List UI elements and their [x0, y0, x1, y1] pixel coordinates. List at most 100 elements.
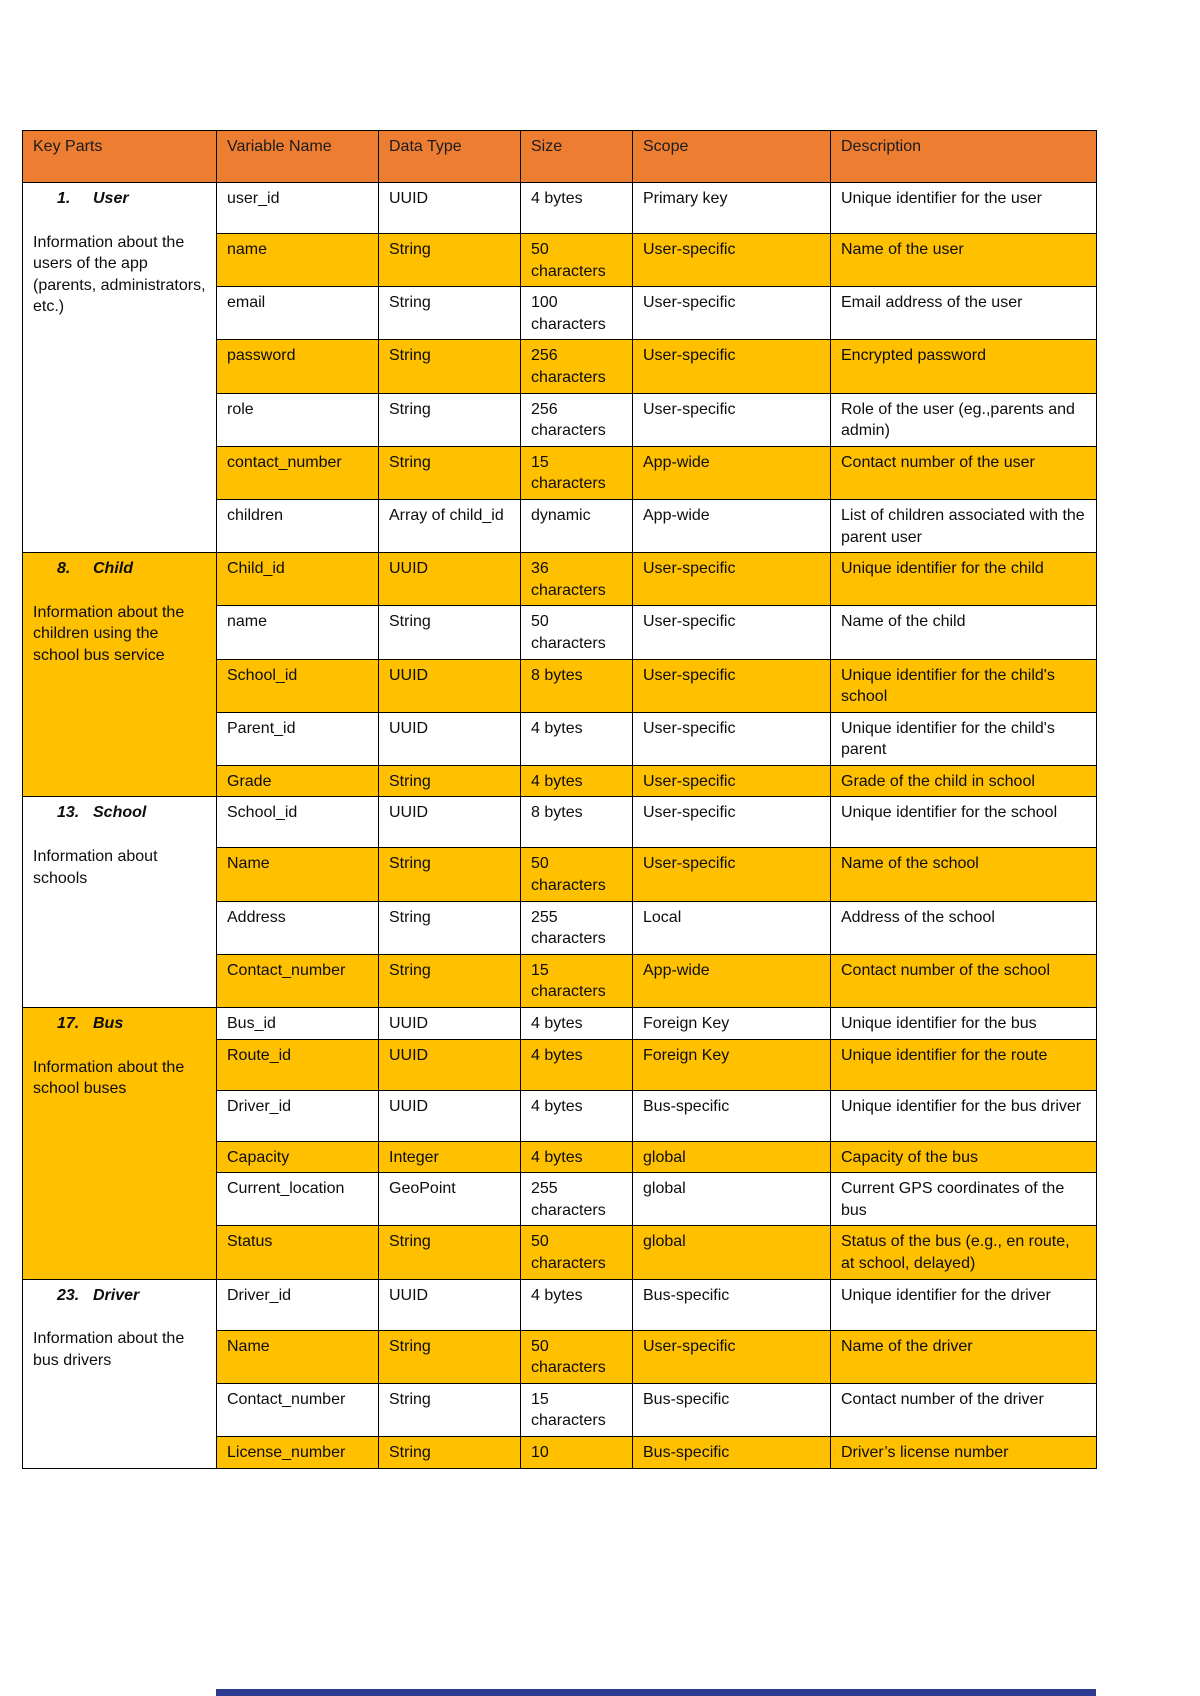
table-row: License_number String 10 Bus-specific Driver…: [23, 1435, 1097, 1469]
table-cell: String: [378, 953, 521, 1009]
table-row: Capacity Integer 4 bytes global Capacity of …: [23, 1140, 1097, 1174]
table-cell: Name of the user: [830, 232, 1097, 288]
section-description: Information about the users of the app (…: [33, 233, 206, 316]
section-heading: 8. Child: [33, 558, 206, 580]
table-cell: Unique identifier for the user: [830, 182, 1097, 234]
table-cell: String: [378, 1382, 521, 1437]
column-header-key-parts: Key Parts: [22, 130, 217, 183]
table-cell: Driver’s license number: [830, 1435, 1097, 1469]
table-cell: String: [378, 392, 521, 447]
table-cell: Route_id: [216, 1038, 379, 1091]
section-title: User: [93, 190, 129, 207]
table-cell: 8 bytes: [520, 658, 633, 713]
table-cell: 4 bytes: [520, 711, 633, 766]
table-cell: App-wide: [632, 445, 831, 500]
table-cell: School_id: [216, 796, 379, 849]
table-cell: 4 bytes: [520, 1007, 633, 1040]
table-cell: role: [216, 392, 379, 447]
table-cell: Status of the bus (e.g., en route, at sc…: [830, 1225, 1097, 1280]
table-cell: Unique identifier for the route: [830, 1038, 1097, 1091]
table-cell: 4 bytes: [520, 182, 633, 234]
table-cell: 4 bytes: [520, 1140, 633, 1174]
table-cell: 100 characters: [520, 286, 633, 341]
section-description: Information about the bus drivers: [33, 1330, 185, 1369]
table-body: 1. User Information about the users of the…: [22, 181, 1097, 1469]
table-cell: Capacity of the bus: [830, 1140, 1097, 1174]
table-cell: Driver_id: [216, 1278, 379, 1331]
table-cell: Contact number of the driver: [830, 1382, 1097, 1437]
table-cell: 255 characters: [520, 1172, 633, 1227]
next-page-table-strip: [216, 1689, 1096, 1696]
table-cell: 15 characters: [520, 953, 633, 1009]
section-title: Driver: [93, 1286, 140, 1304]
table-row: Grade String 4 bytes User-specific Grade of …: [23, 764, 1097, 798]
table-cell: contact_number: [216, 445, 379, 500]
table-cell: Current_location: [216, 1172, 379, 1227]
column-header-description: Description: [830, 130, 1097, 183]
table-cell: Bus-specific: [632, 1278, 831, 1331]
table-cell: String: [378, 232, 521, 288]
table-cell: Array of child_id: [378, 498, 521, 554]
table-cell: 15 characters: [520, 1382, 633, 1437]
section-number: 1.: [57, 190, 71, 207]
table-row: 8. Child Information about the children us…: [22, 552, 1097, 798]
table-cell: Bus-specific: [632, 1382, 831, 1437]
table-cell: App-wide: [632, 953, 831, 1009]
table-cell: School_id: [216, 658, 379, 713]
table-cell: Primary key: [632, 182, 831, 234]
table-cell: User-specific: [632, 658, 831, 713]
column-header-data-type: Data Type: [378, 130, 521, 183]
table-cell: User-specific: [632, 286, 831, 341]
table-cell: User-specific: [632, 339, 831, 394]
table-cell: 50 characters: [520, 605, 633, 660]
table-cell: Unique identifier for the child's school: [830, 658, 1097, 713]
table-row: Contact_number String 15 characters App-wid…: [23, 953, 1097, 1009]
section-number: 13.: [57, 804, 80, 822]
table-cell: Bus-specific: [632, 1435, 831, 1469]
section-number: 8.: [57, 560, 71, 578]
section-key-part-cell: 17. Bus Information about the school buses: [22, 1007, 217, 1280]
table-cell: String: [378, 900, 521, 955]
table-row: Current_location GeoPoint 255 characters gl…: [23, 1172, 1097, 1227]
table-cell: 50 characters: [520, 847, 633, 902]
table-cell: User-specific: [632, 605, 831, 660]
table-cell: Current GPS coordinates of the bus: [830, 1172, 1097, 1227]
table-cell: Grade: [216, 764, 379, 798]
table-row: 23. Driver Information about the bus drive…: [22, 1278, 1097, 1469]
table-cell: password: [216, 339, 379, 394]
section-heading: 23. Driver: [33, 1285, 206, 1307]
table-cell: Contact_number: [216, 1382, 379, 1437]
section-heading: 1. User: [33, 188, 206, 210]
table-cell: 50 characters: [520, 1329, 633, 1384]
table-cell: 36 characters: [520, 552, 633, 607]
section-key-part-cell: 23. Driver Information about the bus drive…: [22, 1278, 217, 1469]
table-cell: name: [216, 605, 379, 660]
table-cell: String: [378, 1329, 521, 1384]
section-title: Bus: [93, 1015, 124, 1033]
table-cell: Encrypted password: [830, 339, 1097, 394]
table-row: children Array of child_id dynamic App-wide…: [23, 498, 1097, 554]
section-heading: 17. Bus: [33, 1013, 206, 1035]
table-cell: dynamic: [520, 498, 633, 554]
table-row: Driver_id UUID 4 bytes Bus-specific Unique i…: [23, 1089, 1097, 1142]
table-cell: user_id: [216, 182, 379, 234]
table-cell: UUID: [378, 552, 521, 607]
table-row: name String 50 characters User-specific Name…: [23, 232, 1097, 288]
table-cell: 50 characters: [520, 232, 633, 288]
table-cell: Name of the school: [830, 847, 1097, 902]
table-cell: Bus_id: [216, 1007, 379, 1040]
table-cell: License_number: [216, 1435, 379, 1469]
table-cell: Foreign Key: [632, 1038, 831, 1091]
table-cell: global: [632, 1172, 831, 1227]
table-cell: String: [378, 847, 521, 902]
table-row: name String 50 characters User-specific Name…: [23, 605, 1097, 660]
table-cell: String: [378, 339, 521, 394]
table-cell: 4 bytes: [520, 1038, 633, 1091]
table-cell: Unique identifier for the driver: [830, 1278, 1097, 1331]
table-cell: Driver_id: [216, 1089, 379, 1142]
table-cell: UUID: [378, 1038, 521, 1091]
table-cell: Grade of the child in school: [830, 764, 1097, 798]
table-row: email String 100 characters User-specific Em…: [23, 286, 1097, 341]
table-row: password String 256 characters User-specifi…: [23, 339, 1097, 394]
table-cell: User-specific: [632, 847, 831, 902]
